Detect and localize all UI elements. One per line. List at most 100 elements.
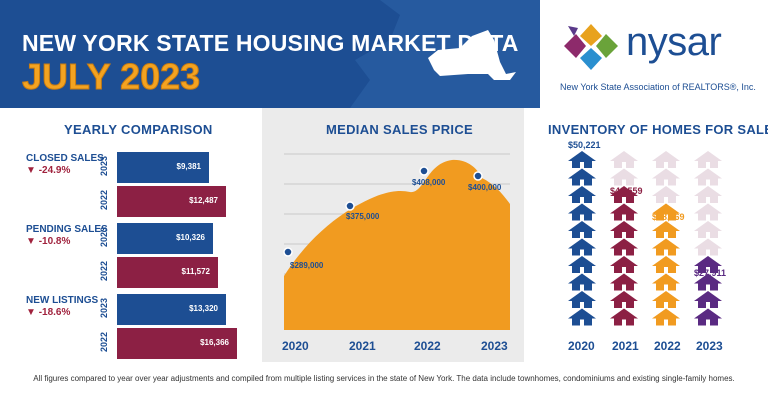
down-triangle-icon: ▼ <box>26 165 39 176</box>
pending-sales-bar-2022: $11,572 <box>117 257 218 288</box>
median-price-label: $375,000 <box>346 212 380 221</box>
down-triangle-icon: ▼ <box>26 307 39 318</box>
inventory-label-2023: $27,911 <box>694 268 727 278</box>
house-icon <box>610 256 638 273</box>
closed-sales-label: CLOSED SALES <box>26 153 104 164</box>
median-price-point <box>283 247 293 257</box>
house-door <box>622 267 626 273</box>
new-york-state-map-icon <box>350 0 540 108</box>
house-door <box>622 232 626 238</box>
house-icon <box>652 256 680 273</box>
house-icon <box>694 186 722 203</box>
footer-note: All figures compared to year over year a… <box>33 374 735 383</box>
median-price-label: $289,000 <box>290 261 324 270</box>
house-icon <box>652 221 680 238</box>
logo-subtitle: New York State Association of REALTORS®,… <box>560 82 756 92</box>
house-door <box>580 162 584 168</box>
house-door <box>706 302 710 308</box>
yearly-comparison-title: YEARLY COMPARISON <box>64 122 213 137</box>
median-price-point <box>473 171 483 181</box>
page-subtitle-date: JULY 2023 <box>21 56 201 98</box>
house-door <box>706 232 710 238</box>
house-icon <box>652 291 680 308</box>
house-door <box>580 249 584 256</box>
house-icon <box>610 273 638 291</box>
house-icon <box>610 291 638 308</box>
house-door <box>580 179 584 186</box>
house-door <box>664 249 668 256</box>
house-icon <box>694 256 722 273</box>
inventory-title: INVENTORY OF HOMES FOR SALE <box>548 122 768 137</box>
house-door <box>706 319 710 326</box>
median-price-chart: $289,000 $375,000 $408,000 $400,000 <box>283 153 510 330</box>
house-door <box>622 302 626 308</box>
logo-panel: nysar New York State Association of REAL… <box>540 0 768 108</box>
median-price-label: $400,000 <box>468 183 502 192</box>
house-icon <box>652 151 680 168</box>
house-icon <box>694 238 722 256</box>
house-icon <box>652 238 680 256</box>
house-icon <box>568 186 596 203</box>
new-listings-year-2023: 2023 <box>99 297 109 319</box>
house-door <box>580 232 584 238</box>
house-door <box>706 249 710 256</box>
house-door <box>664 284 668 291</box>
house-icon <box>694 273 722 291</box>
house-icon <box>568 291 596 308</box>
house-icon <box>610 168 638 186</box>
down-triangle-icon: ▼ <box>26 236 39 247</box>
inventory-year-2023: 2023 <box>696 339 723 353</box>
inventory-year-2021: 2021 <box>612 339 639 353</box>
bar-value: $11,572 <box>181 267 210 276</box>
house-icon <box>652 186 680 203</box>
house-icon <box>694 291 722 308</box>
house-icon <box>568 273 596 291</box>
inventory-label-2021: $42,559 <box>610 186 643 196</box>
house-door <box>622 284 626 291</box>
house-icon <box>610 203 638 221</box>
pending-sales-change: ▼ -10.8% <box>26 236 71 247</box>
logo-wordmark: nysar <box>626 20 722 64</box>
inventory-chart <box>568 151 722 326</box>
house-door <box>706 197 710 203</box>
inventory-year-2020: 2020 <box>568 339 595 353</box>
house-icon <box>694 221 722 238</box>
house-icon <box>568 203 596 221</box>
house-door <box>622 214 626 221</box>
house-icon <box>610 238 638 256</box>
bar-value: $12,487 <box>189 196 218 205</box>
house-door <box>664 232 668 238</box>
house-door <box>580 197 584 203</box>
house-icon <box>610 186 638 203</box>
house-icon <box>568 221 596 238</box>
house-door <box>664 319 668 326</box>
house-icon <box>652 273 680 291</box>
house-icon <box>694 308 722 326</box>
house-icon <box>568 308 596 326</box>
closed-sales-bar-2022: $12,487 <box>117 186 226 217</box>
house-icon <box>652 308 680 326</box>
new-listings-bar-2022: $16,366 <box>117 328 237 359</box>
house-door <box>580 302 584 308</box>
median-year-2020: 2020 <box>282 339 309 353</box>
house-icon <box>568 256 596 273</box>
house-icon <box>610 221 638 238</box>
pending-sales-bar-2023: $10,326 <box>117 223 213 254</box>
house-icon <box>568 168 596 186</box>
nysar-logo-icon <box>564 24 618 70</box>
inventory-label-2020: $50,221 <box>568 140 601 150</box>
house-door <box>706 162 710 168</box>
median-year-2023: 2023 <box>481 339 508 353</box>
house-door <box>706 267 710 273</box>
median-year-2022: 2022 <box>414 339 441 353</box>
house-door <box>664 179 668 186</box>
median-year-2021: 2021 <box>349 339 376 353</box>
bar-value: $10,326 <box>176 233 205 242</box>
header-banner: NEW YORK STATE HOUSING MARKET DATA JULY … <box>0 0 540 108</box>
house-door <box>622 197 626 203</box>
new-listings-label: NEW LISTINGS <box>26 295 99 306</box>
median-price-point <box>345 201 355 211</box>
house-icon <box>694 203 722 221</box>
median-price-point <box>419 166 429 176</box>
house-door <box>622 179 626 186</box>
